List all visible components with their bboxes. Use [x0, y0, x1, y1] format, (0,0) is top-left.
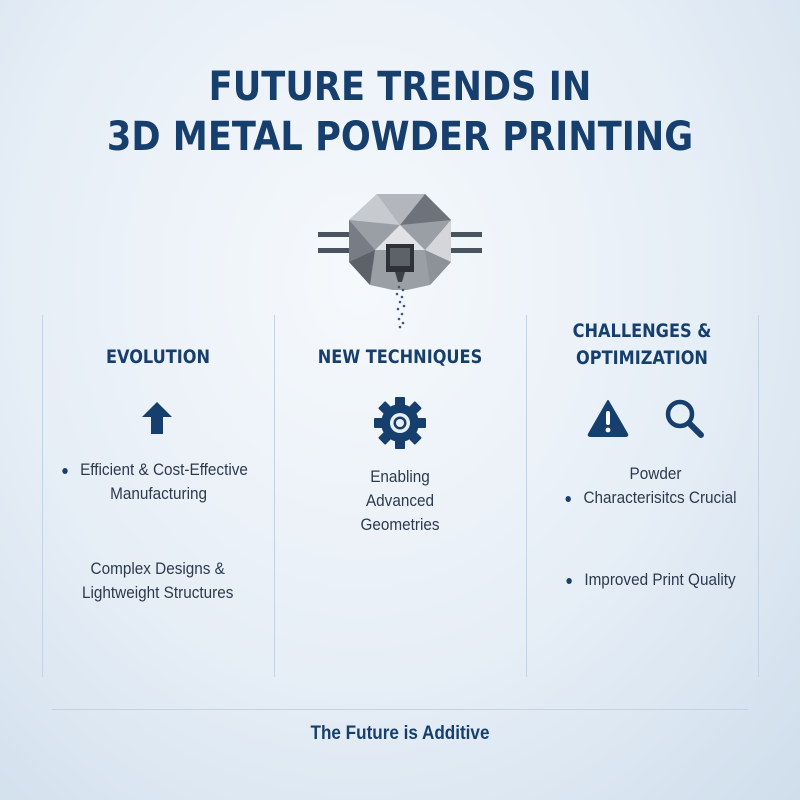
- divider: [274, 315, 275, 677]
- list-item: Complex Designs &: [90, 559, 225, 578]
- warning-icon: [587, 400, 629, 437]
- column-heading: OPTIMIZATION: [576, 347, 708, 369]
- list-item: Enabling: [370, 467, 430, 486]
- column-evolution-items: Efficient & Cost-Effective Manufacturing…: [43, 458, 268, 605]
- column-new-techniques-items: Enabling Advanced Geometries: [287, 465, 514, 537]
- list-item: Geometries: [360, 515, 440, 534]
- column-evolution: EVOLUTION: [42, 344, 274, 371]
- arrow-up-icon: [142, 402, 172, 434]
- column-new-techniques: NEW TECHNIQUES: [274, 344, 526, 371]
- column-challenges: CHALLENGES & OPTIMIZATION: [526, 318, 758, 372]
- gear-icon: [374, 397, 426, 449]
- divider: [526, 315, 527, 677]
- divider: [42, 315, 43, 677]
- list-item: Efficient & Cost-Effective: [43, 458, 268, 482]
- column-heading: EVOLUTION: [105, 346, 211, 368]
- column-heading: CHALLENGES &: [572, 320, 712, 342]
- list-item-continuation: Lightweight Structures: [82, 583, 234, 602]
- list-item-continuation: Manufacturing: [110, 484, 208, 503]
- page-title: FUTURE TRENDS IN 3D METAL POWDER PRINTIN…: [106, 64, 694, 160]
- powder-printer-head-illustration: [318, 194, 482, 329]
- list-item: Powder: [629, 464, 682, 483]
- magnifier-icon: [665, 399, 704, 438]
- footer-divider: [52, 709, 748, 710]
- list-item: Improved Print Quality: [539, 568, 764, 592]
- footer-tagline: The Future is Additive: [310, 723, 490, 744]
- list-item: Characterisitcs Crucial: [539, 486, 764, 510]
- list-item: Advanced: [365, 491, 435, 510]
- column-heading: NEW TECHNIQUES: [317, 346, 483, 368]
- column-challenges-items: Powder Characterisitcs Crucial Improved …: [539, 462, 764, 592]
